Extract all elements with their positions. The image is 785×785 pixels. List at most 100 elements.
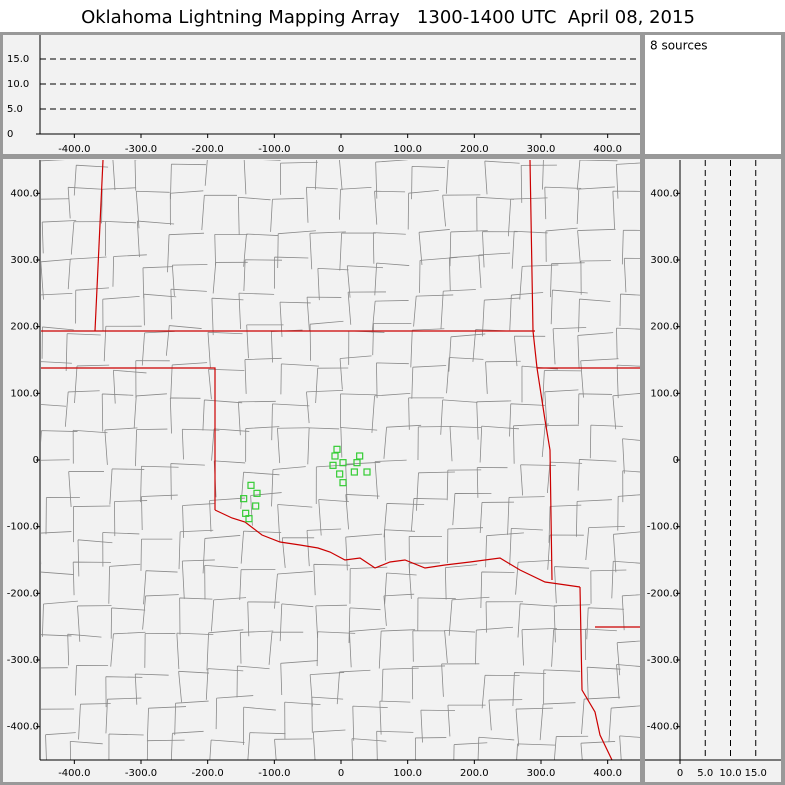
county-line <box>67 186 103 219</box>
county-line <box>509 403 545 437</box>
county-line <box>41 326 74 359</box>
county-line <box>545 227 578 262</box>
z-tick-label: 15.0 <box>745 768 767 779</box>
county-line <box>174 700 209 736</box>
county-line <box>513 335 546 367</box>
county-line <box>306 389 344 424</box>
county-line <box>41 667 68 669</box>
plot: -400.0 -400.0 -300.0 -300.0 -200.0 -200.0 -100… <box>7 35 781 779</box>
county-line <box>452 493 492 526</box>
county-line <box>237 196 271 235</box>
x-tick-label: 100.0 <box>393 144 422 155</box>
county-line <box>542 160 544 190</box>
county-line <box>77 605 112 642</box>
county-lines <box>41 160 640 760</box>
source-point <box>329 461 337 469</box>
county-line <box>550 262 585 298</box>
county-line <box>577 332 614 369</box>
county-line <box>279 603 314 642</box>
county-line <box>548 504 582 543</box>
z-tick-label: 15.0 <box>7 54 29 65</box>
county-line <box>245 426 280 462</box>
county-line <box>309 231 346 270</box>
county-line <box>577 228 616 264</box>
county-line <box>178 670 209 703</box>
x-tick-label: 100.0 <box>393 768 422 779</box>
county-line <box>371 300 409 333</box>
county-line <box>209 739 245 760</box>
county-line <box>170 463 205 500</box>
county-line <box>247 601 280 637</box>
county-line <box>41 258 73 300</box>
county-line <box>521 627 557 666</box>
county-line <box>280 363 319 395</box>
county-line <box>509 292 544 331</box>
county-line <box>442 194 481 227</box>
y-tick-label: -400.0 <box>7 722 39 733</box>
county-line <box>277 230 316 269</box>
county-line <box>113 369 147 404</box>
county-line <box>411 365 447 399</box>
county-line <box>481 674 520 709</box>
county-line <box>379 700 411 735</box>
z-tick-label: 5.0 <box>7 104 23 115</box>
county-line <box>110 607 146 639</box>
county-line <box>512 672 546 706</box>
county-line <box>576 160 618 191</box>
county-line <box>238 292 275 330</box>
county-line <box>554 566 590 604</box>
county-line <box>586 666 621 702</box>
map <box>41 160 640 760</box>
county-line <box>374 459 407 500</box>
county-line <box>68 471 104 508</box>
county-line <box>340 393 377 428</box>
side-panel <box>645 159 781 782</box>
county-line <box>413 294 454 327</box>
county-line <box>420 709 455 743</box>
border <box>94 160 104 332</box>
county-line <box>72 561 111 596</box>
county-line <box>384 529 416 561</box>
county-line <box>352 705 388 741</box>
county-line <box>441 663 480 697</box>
county-line <box>309 320 344 361</box>
county-line <box>347 291 386 325</box>
county-line <box>339 232 376 271</box>
border <box>579 586 613 760</box>
x-tick-label: -200.0 <box>192 768 224 779</box>
county-line <box>243 160 281 195</box>
y-tick-label: 300.0 <box>650 255 679 266</box>
county-line <box>274 256 309 289</box>
county-line <box>170 730 204 760</box>
county-line <box>244 357 282 394</box>
z-tick-label: 0 <box>677 768 683 779</box>
county-line <box>608 705 640 742</box>
county-line <box>621 229 640 265</box>
county-line <box>104 220 137 256</box>
county-line <box>240 471 280 509</box>
county-line <box>169 397 201 434</box>
county-line <box>135 360 170 399</box>
state-borders <box>41 160 640 760</box>
county-line <box>372 232 406 264</box>
y-tick-label: 300.0 <box>10 255 39 266</box>
county-line <box>349 566 388 604</box>
county-line <box>446 469 482 501</box>
county-line <box>580 260 611 295</box>
county-line <box>448 254 484 291</box>
county-line <box>513 423 549 464</box>
county-line <box>277 504 313 542</box>
county-line <box>542 370 582 404</box>
county-line <box>179 597 213 635</box>
county-line <box>141 494 178 530</box>
county-line <box>407 189 439 230</box>
county-line <box>376 362 409 399</box>
x-tick-label: 300.0 <box>527 144 556 155</box>
county-line <box>135 190 170 229</box>
county-line <box>134 160 138 191</box>
county-line <box>376 730 414 760</box>
county-line <box>411 166 446 200</box>
source-point <box>331 452 339 460</box>
x-tick-label: -100.0 <box>258 768 290 779</box>
county-line <box>243 259 283 292</box>
